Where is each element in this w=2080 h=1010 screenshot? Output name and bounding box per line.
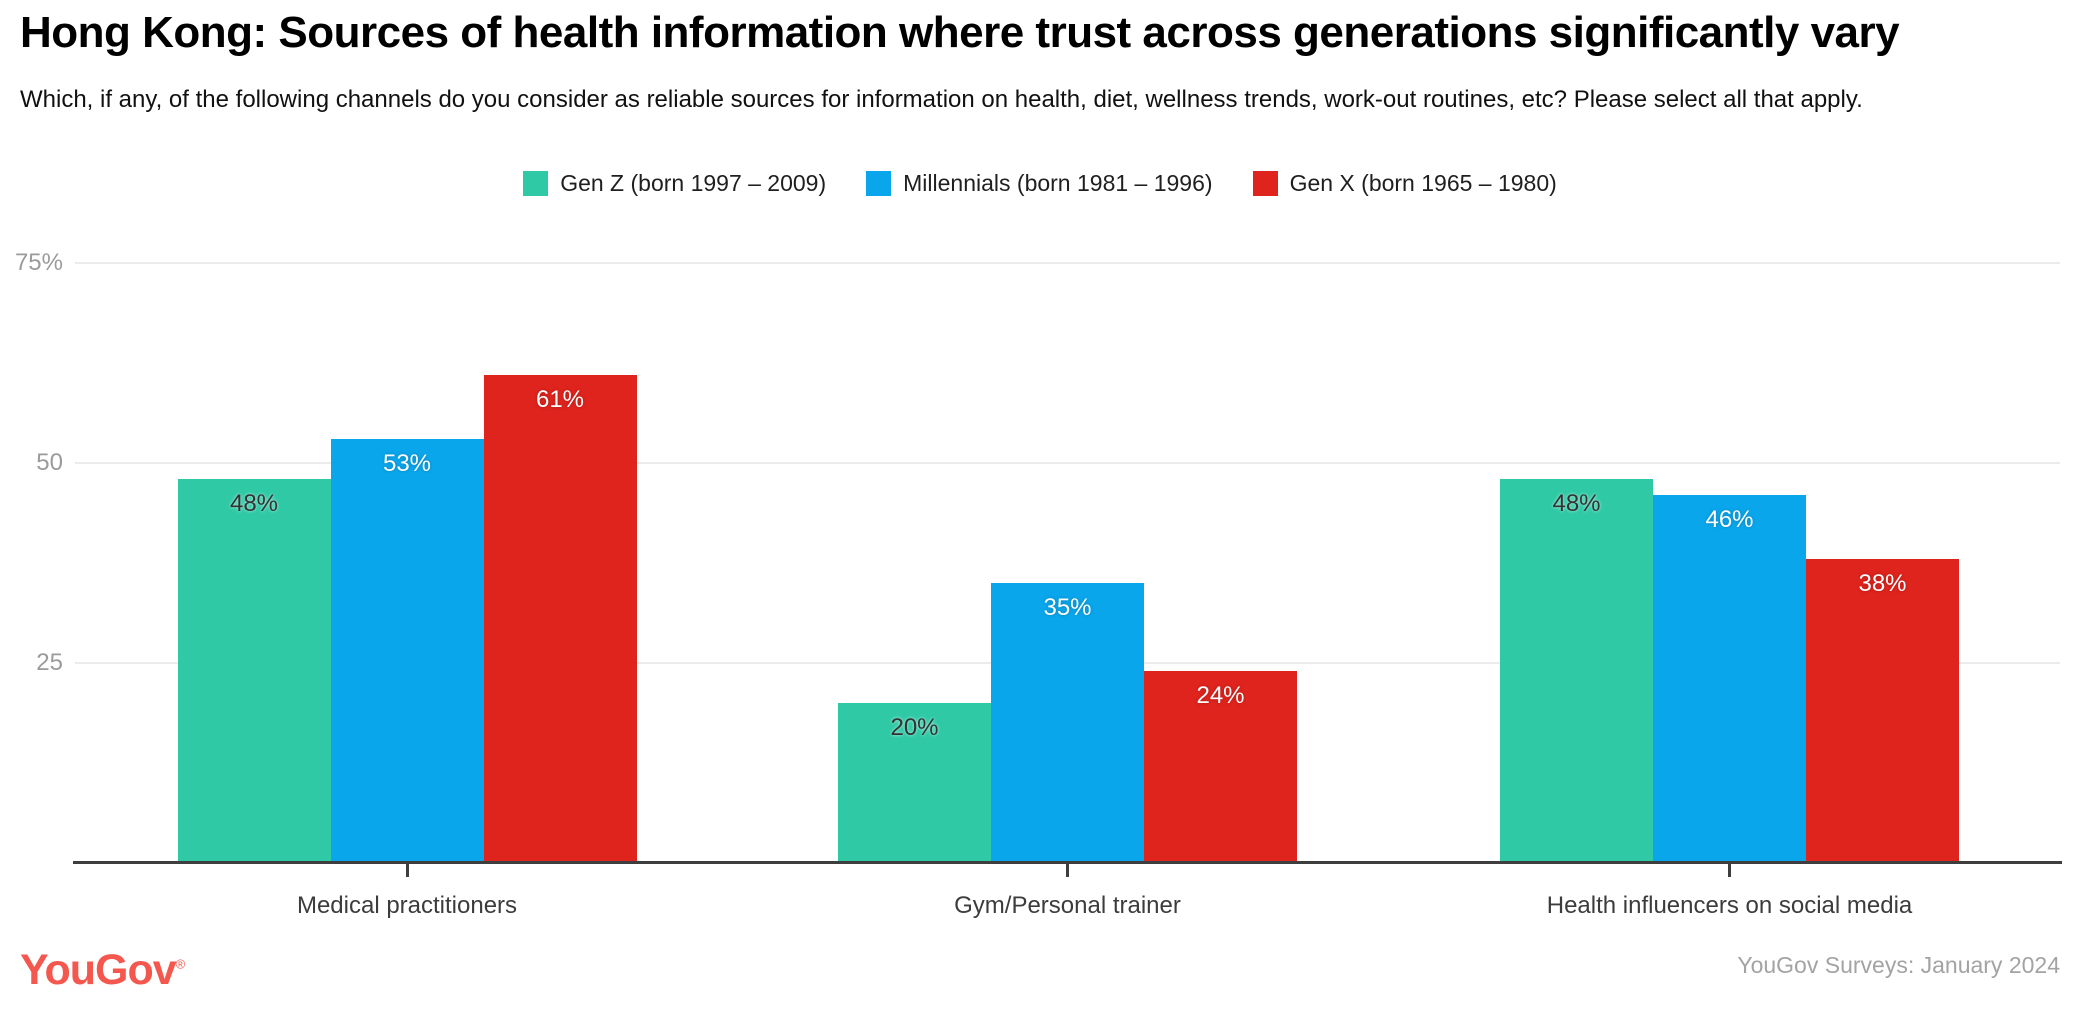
bar-group1-series1: 35% bbox=[991, 583, 1144, 863]
bar-group2-series1: 46% bbox=[1653, 495, 1806, 863]
legend-label: Gen Z (born 1997 – 2009) bbox=[560, 170, 827, 196]
bar-group0-series0: 48% bbox=[177, 479, 331, 863]
bar-value-label: 38% bbox=[1858, 570, 1907, 597]
x-axis-tick bbox=[1066, 864, 1069, 877]
legend-swatch-icon bbox=[523, 171, 549, 196]
bar-group1-series2: 24% bbox=[1144, 671, 1297, 863]
x-axis-tick bbox=[1728, 864, 1731, 877]
legend-swatch-icon bbox=[1252, 171, 1278, 196]
category-label-1: Gym/Personal trainer bbox=[954, 892, 1181, 919]
bar-group2-series0: 48% bbox=[1500, 479, 1653, 863]
bar-value-label: 53% bbox=[382, 450, 432, 477]
bar-value-label: 48% bbox=[229, 490, 279, 517]
chart-legend: Gen Z (born 1997 – 2009) Millennials (bor… bbox=[0, 170, 2080, 197]
yougov-logo-text: YouGov bbox=[20, 946, 177, 994]
bar-value-label: 48% bbox=[1552, 490, 1601, 517]
bar-value-label: 20% bbox=[890, 714, 939, 741]
bar-group0-series2: 61% bbox=[483, 375, 637, 863]
category-label-0: Medical practitioners bbox=[296, 892, 518, 919]
legend-swatch-icon bbox=[866, 171, 892, 196]
legend-item-1[interactable]: Millennials (born 1981 – 1996) bbox=[866, 170, 1213, 197]
gridline-75 bbox=[75, 262, 2060, 264]
y-axis-tick-label: 25 bbox=[36, 649, 63, 676]
registered-mark: ® bbox=[175, 956, 186, 972]
x-axis-line bbox=[73, 861, 2062, 864]
legend-item-2[interactable]: Gen X (born 1965 – 1980) bbox=[1252, 170, 1557, 197]
bar-value-label: 35% bbox=[1043, 594, 1092, 621]
category-label-2: Health influencers on social media bbox=[1546, 892, 1913, 919]
source-credit: YouGov Surveys: January 2024 bbox=[1737, 952, 2060, 978]
legend-label: Millennials (born 1981 – 1996) bbox=[903, 170, 1213, 196]
bar-value-label: 46% bbox=[1705, 506, 1754, 533]
y-axis-tick-label: 50 bbox=[36, 449, 63, 476]
bar-group1-series0: 20% bbox=[838, 703, 991, 863]
gridline-50 bbox=[75, 462, 2060, 464]
chart-subtitle: Which, if any, of the following channels… bbox=[20, 86, 1863, 113]
y-axis-tick-label: 75% bbox=[14, 249, 63, 276]
legend-label: Gen X (born 1965 – 1980) bbox=[1289, 170, 1557, 196]
bar-value-label: 24% bbox=[1196, 682, 1245, 709]
bar-value-label: 61% bbox=[535, 386, 585, 413]
bar-group2-series2: 38% bbox=[1806, 559, 1959, 863]
chart-title: Hong Kong: Sources of health information… bbox=[20, 8, 1900, 57]
yougov-logo: YouGov® bbox=[20, 946, 186, 995]
bar-group0-series1: 53% bbox=[330, 439, 484, 863]
x-axis-tick bbox=[405, 864, 409, 877]
legend-item-0[interactable]: Gen Z (born 1997 – 2009) bbox=[523, 170, 826, 197]
